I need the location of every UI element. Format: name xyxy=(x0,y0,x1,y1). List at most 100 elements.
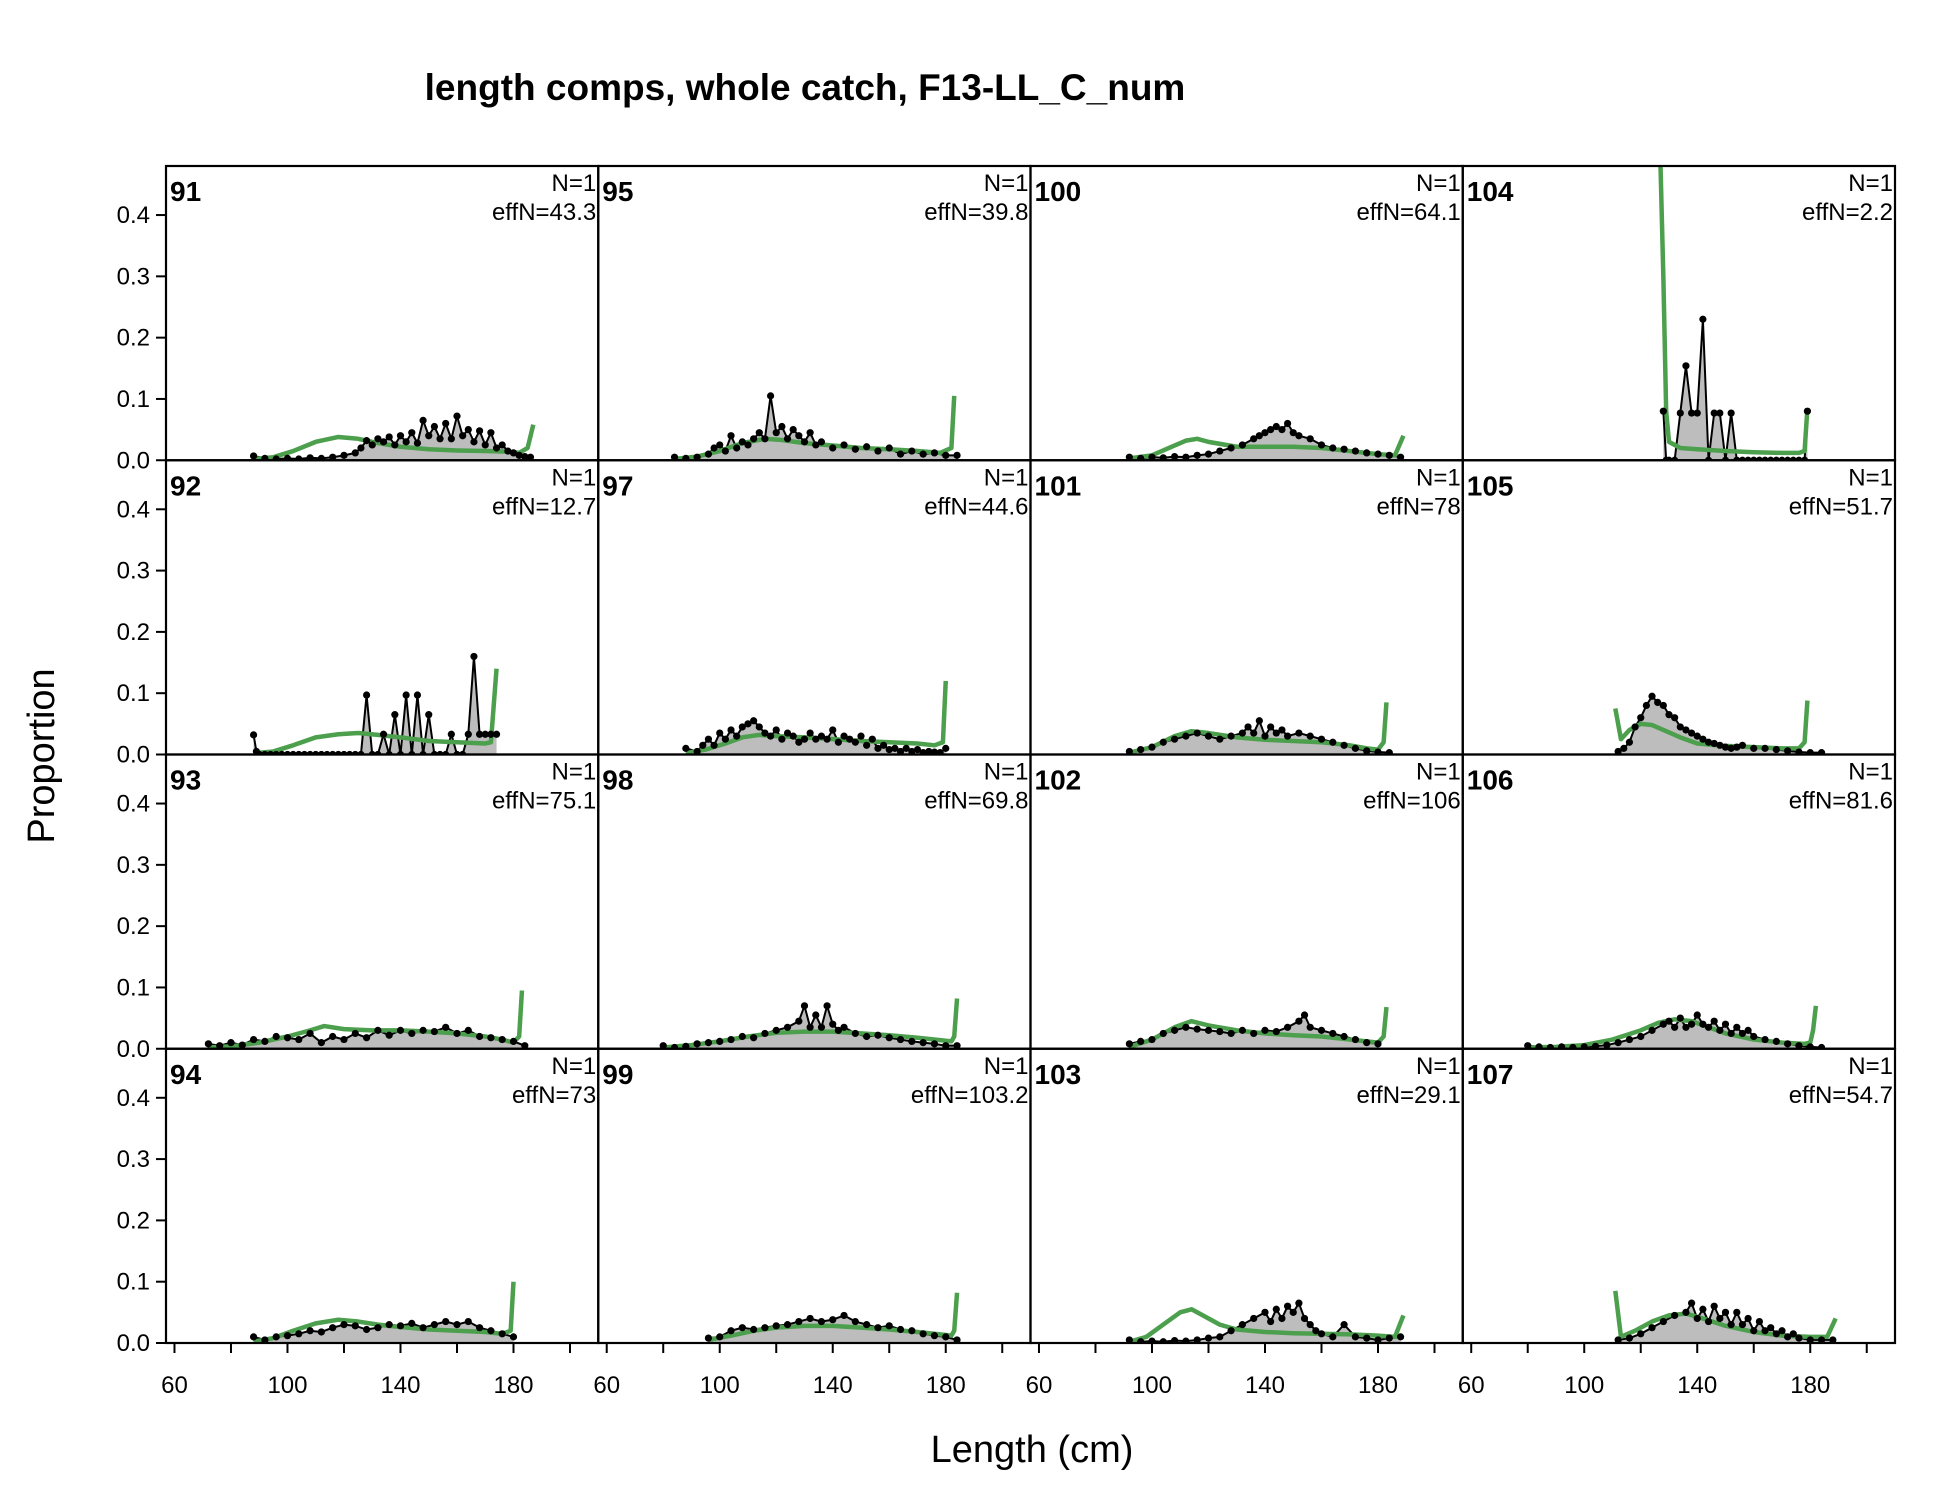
observed-point xyxy=(317,454,325,461)
observed-point xyxy=(470,652,478,661)
expected-line xyxy=(208,990,525,1049)
observed-point xyxy=(1295,729,1303,737)
observed-point xyxy=(942,1333,950,1341)
observed-point xyxy=(1687,1299,1696,1307)
panel-effn-label: effN=39.8 xyxy=(924,199,1028,226)
observed-area xyxy=(253,1321,514,1343)
observed-point xyxy=(362,1034,371,1042)
observed-point xyxy=(942,744,950,752)
observed-point xyxy=(1396,1333,1405,1341)
y-tick-label: 0.1 xyxy=(117,386,150,413)
observed-point xyxy=(1716,1314,1724,1323)
observed-point xyxy=(464,730,472,738)
x-tick-label: 140 xyxy=(1245,1372,1285,1399)
observed-point xyxy=(1238,1321,1246,1329)
observed-point xyxy=(930,1040,939,1048)
observed-point xyxy=(481,730,489,738)
observed-point xyxy=(1340,1321,1348,1329)
observed-point xyxy=(374,435,382,443)
observed-point xyxy=(1289,1308,1297,1316)
observed-point xyxy=(1385,1334,1393,1342)
observed-point xyxy=(1795,1334,1803,1342)
observed-point xyxy=(710,741,718,749)
x-tick-label: 180 xyxy=(493,1372,533,1399)
observed-point xyxy=(283,454,292,461)
observed-point xyxy=(1693,1011,1701,1019)
x-tick-label: 60 xyxy=(1458,1372,1485,1399)
observed-point xyxy=(272,1032,280,1041)
panel-n-label: N=1 xyxy=(1416,759,1461,786)
panel-border xyxy=(1461,1047,1897,1345)
observed-point xyxy=(834,738,842,746)
observed-point xyxy=(1721,1020,1730,1028)
observed-point xyxy=(800,438,809,446)
y-tick-label: 0.1 xyxy=(117,680,150,707)
observed-point xyxy=(1340,445,1348,453)
panel-year-label: 97 xyxy=(602,470,633,501)
observed-point xyxy=(1648,1324,1656,1332)
observed-point xyxy=(761,1324,769,1332)
observed-point xyxy=(295,455,303,461)
panel-year-label: 91 xyxy=(170,176,201,207)
observed-point xyxy=(863,741,871,749)
panel-effn-label: effN=12.7 xyxy=(492,493,596,520)
observed-point xyxy=(1396,453,1405,461)
observed-point xyxy=(851,445,859,453)
observed-point xyxy=(340,1035,348,1044)
observed-point xyxy=(1312,1327,1320,1335)
observed-point xyxy=(682,744,690,752)
observed-point xyxy=(249,452,258,460)
y-tick-label: 0.2 xyxy=(117,913,150,940)
observed-point xyxy=(716,1333,724,1341)
x-tick-label: 140 xyxy=(1677,1372,1717,1399)
observed-point xyxy=(908,1327,916,1335)
observed-point xyxy=(823,1002,831,1010)
observed-point xyxy=(492,444,501,452)
observed-point xyxy=(391,441,399,449)
observed-point xyxy=(1682,1308,1690,1316)
observed-point xyxy=(436,435,444,443)
observed-point xyxy=(1671,1023,1679,1031)
observed-point xyxy=(1699,1305,1707,1313)
observed-point xyxy=(526,453,535,461)
observed-point xyxy=(716,1037,724,1045)
observed-point xyxy=(1738,1321,1747,1329)
observed-point xyxy=(1682,1023,1690,1031)
observed-point xyxy=(1363,1334,1371,1342)
observed-point xyxy=(1137,1037,1145,1045)
observed-point xyxy=(755,429,763,437)
observed-point xyxy=(1721,1308,1730,1316)
panel-n-label: N=1 xyxy=(1848,170,1893,197)
observed-point xyxy=(806,729,814,737)
observed-point xyxy=(919,1330,927,1338)
panel-effn-label: effN=73 xyxy=(512,1082,596,1109)
observed-point xyxy=(896,1325,905,1334)
observed-point xyxy=(498,1330,506,1338)
observed-point xyxy=(829,1020,837,1028)
observed-point xyxy=(487,429,495,437)
observed-point xyxy=(704,735,713,743)
observed-point xyxy=(385,1321,393,1329)
panel-year-label: 99 xyxy=(602,1059,633,1090)
observed-point xyxy=(357,444,365,452)
observed-point xyxy=(908,747,916,755)
observed-point xyxy=(1317,735,1326,743)
observed-point xyxy=(272,1333,280,1341)
observed-point xyxy=(840,441,848,449)
observed-point xyxy=(379,730,388,738)
observed-point xyxy=(261,1336,269,1343)
observed-point xyxy=(823,735,831,743)
observed-point xyxy=(1278,726,1286,734)
observed-point xyxy=(1789,1330,1797,1338)
observed-point xyxy=(1699,315,1707,323)
observed-point xyxy=(1317,1330,1326,1338)
panel-effn-label: effN=78 xyxy=(1376,493,1460,520)
observed-point xyxy=(408,1029,416,1038)
observed-point xyxy=(1283,1302,1292,1310)
observed-point xyxy=(1806,1336,1814,1343)
y-tick-label: 0.1 xyxy=(117,1269,150,1296)
observed-point xyxy=(1693,732,1701,740)
